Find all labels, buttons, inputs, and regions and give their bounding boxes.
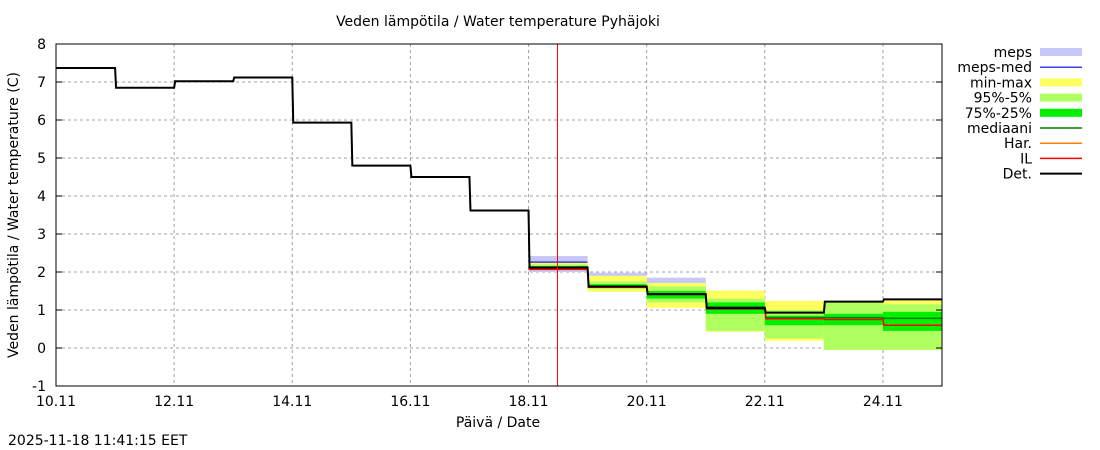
legend-label: min-max (970, 75, 1032, 91)
x-axis-label: Päivä / Date (456, 415, 540, 431)
legend-swatch (1040, 93, 1082, 102)
band- (823, 302, 883, 350)
legend-swatch (1040, 108, 1082, 117)
series-det (56, 66, 942, 314)
legend-label: mediaani (967, 121, 1032, 137)
x-tick-label: 22.11 (745, 394, 785, 410)
y-tick-label: 8 (37, 37, 46, 53)
legend-swatch (1040, 78, 1082, 87)
band- (882, 311, 942, 331)
y-tick-label: 3 (37, 227, 46, 243)
legend-label: meps (994, 45, 1032, 61)
x-tick-label: 24.11 (863, 394, 903, 410)
y-tick-label: 7 (37, 75, 46, 91)
legend-swatch (1040, 48, 1082, 56)
x-tick-label: 12.11 (154, 394, 194, 410)
x-tick-label: 16.11 (390, 394, 430, 410)
legend-label: 95%-5% (974, 91, 1032, 107)
y-tick-label: 1 (37, 303, 46, 319)
y-axis-label: Veden lämpötila / Water temperature (C) (6, 72, 22, 358)
y-tick-label: 6 (37, 113, 46, 129)
chart-title: Veden lämpötila / Water temperature Pyhä… (336, 14, 660, 30)
series-mediaani (56, 67, 942, 320)
y-tick-label: -1 (32, 379, 46, 395)
legend-label: Det. (1003, 167, 1032, 183)
legend-label: 75%-25% (965, 106, 1032, 122)
x-tick-label: 18.11 (508, 394, 548, 410)
plot-frame (55, 43, 943, 387)
legend-label: IL (1020, 151, 1032, 167)
y-tick-label: 2 (37, 265, 46, 281)
y-tick-label: 5 (37, 151, 46, 167)
y-tick-label: 4 (37, 189, 46, 205)
y-tick-label: 0 (37, 341, 46, 357)
timestamp: 2025-11-18 11:41:15 EET (8, 433, 188, 449)
x-tick-label: 10.11 (36, 394, 76, 410)
band- (764, 315, 824, 326)
legend-label: Har. (1004, 136, 1032, 152)
x-tick-label: 14.11 (272, 394, 312, 410)
legend-label: meps-med (957, 60, 1032, 76)
x-tick-label: 20.11 (627, 394, 667, 410)
